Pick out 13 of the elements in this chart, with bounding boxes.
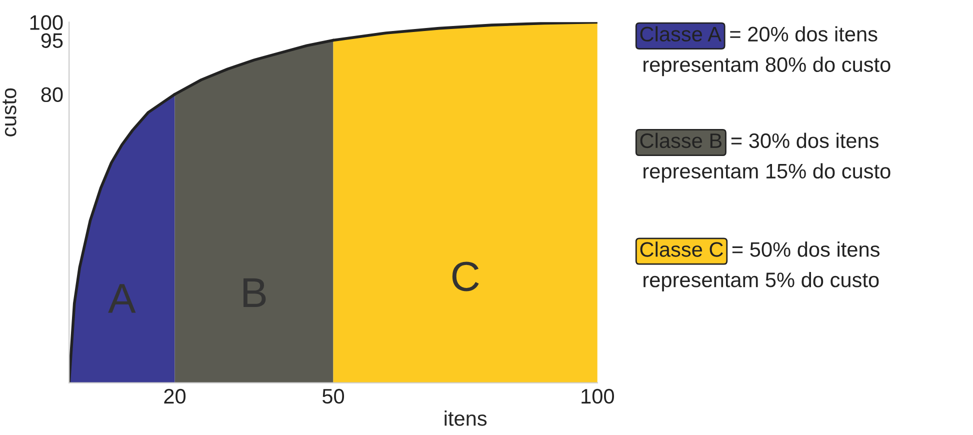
text: Classe A= 20% dos itens representam 80% do custo [640, 26, 890, 76]
y-tick-label: 100 [30, 15, 63, 30]
y-tick-label: 95 [41, 33, 63, 48]
y-tick-label: 80 [41, 87, 63, 102]
series-label: C [452, 262, 479, 292]
x-tick-label: 100 [582, 388, 614, 404]
text: Classe B= 30% dos itens representam 15% do custo [640, 132, 890, 183]
series-label: A [108, 284, 136, 313]
x-tick-label: 20 [164, 388, 186, 404]
x-tick-label: 50 [322, 388, 344, 404]
x-axis-title: itens [444, 410, 487, 426]
y-axis-title: custo [2, 88, 16, 136]
text: Classe C= 50% dos itens representam 5% do custo [640, 242, 880, 292]
